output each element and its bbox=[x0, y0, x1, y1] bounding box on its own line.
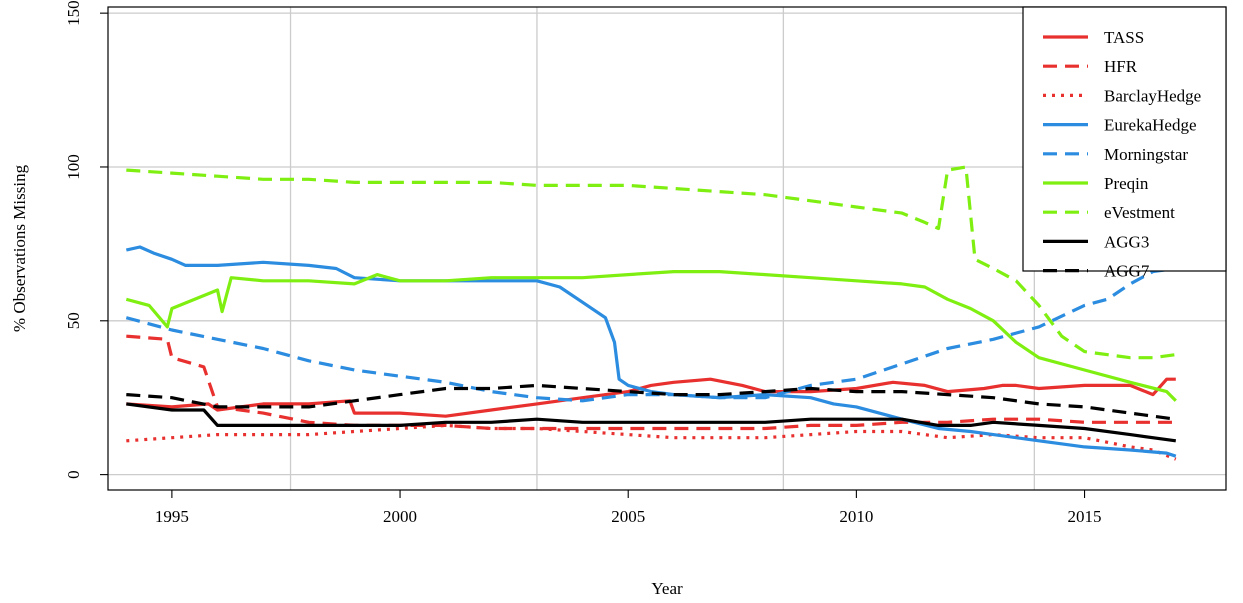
series-line-preqin bbox=[125, 270, 1177, 402]
x-tick-label: 2005 bbox=[611, 507, 645, 526]
legend-label-hfr: HFR bbox=[1104, 57, 1138, 76]
x-tick-label: 2015 bbox=[1068, 507, 1102, 526]
legend-label-tass: TASS bbox=[1104, 28, 1144, 47]
legend-label-agg3: AGG3 bbox=[1104, 232, 1149, 251]
plot-lines bbox=[125, 165, 1177, 461]
series-line-eurekahedge bbox=[125, 245, 1177, 458]
y-tick-label: 0 bbox=[64, 470, 83, 479]
series-line-barclayhedge bbox=[126, 423, 1177, 461]
legend-label-preqin: Preqin bbox=[1104, 174, 1149, 193]
series-line-agg3 bbox=[126, 402, 1177, 443]
series-line-hfr bbox=[126, 334, 1176, 431]
x-tick-label: 1995 bbox=[155, 507, 189, 526]
legend-label-eurekahedge: EurekaHedge bbox=[1104, 116, 1197, 135]
y-tick-label: 100 bbox=[64, 154, 83, 180]
x-tick-label: 2000 bbox=[383, 507, 417, 526]
series-line-tass bbox=[126, 377, 1176, 418]
x-tick-label: 2010 bbox=[839, 507, 873, 526]
series-line-evestment bbox=[126, 165, 1177, 360]
y-axis-title: % Observations Missing bbox=[10, 164, 29, 332]
legend-label-barclayhedge: BarclayHedge bbox=[1104, 86, 1201, 105]
legend-box bbox=[1022, 6, 1227, 272]
legend: TASS HFR BarclayHedge EurekaHedge Morningsta… bbox=[1022, 6, 1227, 281]
axes: 1995 2000 2005 2010 2015 0 50 100 150 bbox=[64, 0, 1102, 526]
y-tick-label: 50 bbox=[64, 312, 83, 329]
series-line-morningstar bbox=[125, 266, 1177, 403]
legend-label-agg7: AGG7 bbox=[1104, 262, 1150, 281]
y-tick-label: 150 bbox=[64, 0, 83, 26]
legend-label-evestment: eVestment bbox=[1104, 203, 1175, 222]
legend-label-morningstar: Morningstar bbox=[1104, 145, 1188, 164]
x-axis-title: Year bbox=[651, 579, 683, 598]
